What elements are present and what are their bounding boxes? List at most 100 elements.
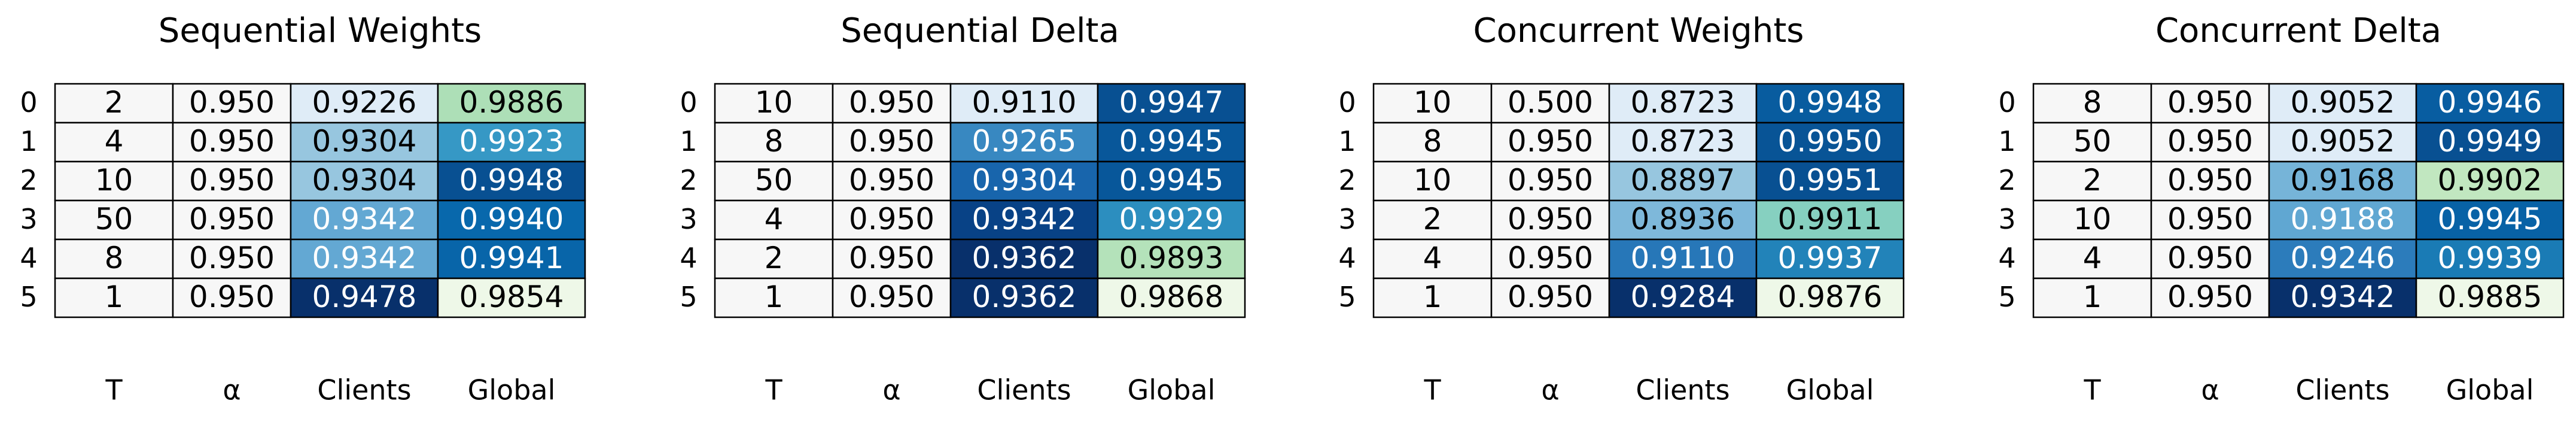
cell-value-clients: 0.9110 [1631, 241, 1735, 275]
row-label: 2 [1998, 164, 2015, 196]
cell-value-clients: 0.8897 [1631, 163, 1735, 198]
cell-value-clients: 0.9304 [312, 163, 417, 198]
cell-value-clients: 0.9188 [2291, 202, 2395, 236]
cell-value-alpha: 0.950 [849, 280, 934, 314]
table-cell-T [1372, 199, 1493, 241]
cell-value-alpha: 0.950 [189, 124, 275, 159]
table-cell-T [1372, 122, 1493, 163]
row-label: 3 [1998, 203, 2015, 235]
table-cell-T [2032, 238, 2152, 280]
cell-value-T: 10 [2073, 202, 2112, 236]
table-cell-global [1755, 277, 1905, 318]
row-label: 4 [1998, 242, 2015, 274]
row-label: 0 [20, 86, 37, 119]
cell-value-T: 2 [765, 241, 784, 275]
table-cell-T [54, 83, 174, 124]
cell-value-clients: 0.8723 [1631, 85, 1735, 120]
table-cell-global [437, 83, 586, 124]
table-panel-1: Sequential Delta 0 10 0.950 0.9110 0.9947 1 8 0.… [680, 11, 1246, 406]
table-cell-clients [2268, 83, 2417, 124]
table-cell-alpha [172, 199, 292, 241]
cell-value-clients: 0.9284 [1631, 280, 1735, 314]
column-label: Clients [317, 374, 411, 406]
row-label: 0 [1338, 86, 1356, 119]
cell-value-T: 2 [105, 85, 124, 120]
cell-value-clients: 0.9342 [972, 202, 1077, 236]
table-cell-global [1755, 122, 1905, 163]
table-cell-global [1755, 199, 1905, 241]
table-cell-clients [290, 277, 439, 318]
table-cell-global [437, 122, 586, 163]
row-label: 5 [1998, 281, 2015, 313]
row-label: 4 [680, 242, 697, 274]
table-cell-global [2415, 199, 2565, 241]
cell-value-alpha: 0.950 [849, 85, 934, 120]
cell-value-T: 1 [2083, 280, 2102, 314]
cell-value-alpha: 0.950 [2167, 85, 2253, 120]
cell-value-clients: 0.8936 [1631, 202, 1735, 236]
cell-value-global: 0.9940 [459, 202, 564, 236]
table-cell-clients [2268, 277, 2417, 318]
table-cell-alpha [172, 238, 292, 280]
table-cell-alpha [1490, 238, 1610, 280]
cell-value-alpha: 0.950 [849, 202, 934, 236]
table-cell-clients [2268, 238, 2417, 280]
table-cell-alpha [172, 83, 292, 124]
cell-value-T: 50 [755, 163, 793, 198]
row-label: 3 [1338, 203, 1356, 235]
cell-value-clients: 0.9304 [972, 163, 1077, 198]
cell-value-clients: 0.9342 [2291, 280, 2395, 314]
cell-value-clients: 0.9362 [972, 280, 1077, 314]
table-cell-T [714, 122, 834, 163]
table-cell-T [714, 277, 834, 318]
row-label: 4 [1338, 242, 1356, 274]
cell-value-global: 0.9911 [1778, 202, 1883, 236]
table-cell-clients [2268, 122, 2417, 163]
table-cell-global [437, 160, 586, 202]
column-label: α [1541, 374, 1559, 406]
cell-value-alpha: 0.950 [1508, 280, 1593, 314]
cell-value-T: 1 [105, 280, 124, 314]
table-cell-alpha [2150, 122, 2270, 163]
cell-value-clients: 0.9478 [312, 280, 417, 314]
cell-value-alpha: 0.950 [2167, 124, 2253, 159]
table-cell-global [1097, 277, 1246, 318]
table-cell-alpha [172, 122, 292, 163]
cell-value-clients: 0.9226 [312, 85, 417, 120]
column-label: Clients [2295, 374, 2389, 406]
row-label: 2 [680, 164, 697, 196]
row-label: 5 [680, 281, 697, 313]
panel-title: Sequential Delta [841, 11, 1119, 50]
table-cell-alpha [172, 160, 292, 202]
table-cell-global [1097, 238, 1246, 280]
cell-value-global: 0.9868 [1119, 280, 1224, 314]
column-label: Global [1128, 374, 1216, 406]
table-cell-T [2032, 122, 2152, 163]
cell-value-clients: 0.9304 [312, 124, 417, 159]
table-cell-clients [949, 238, 1099, 280]
panel-title: Concurrent Weights [1473, 11, 1804, 50]
table-cell-clients [1608, 83, 1758, 124]
cell-value-alpha: 0.950 [189, 163, 275, 198]
table-cell-global [437, 199, 586, 241]
cell-value-clients: 0.9246 [2291, 241, 2395, 275]
column-label: Global [468, 374, 556, 406]
cell-value-T: 1 [1423, 280, 1442, 314]
column-label: Clients [977, 374, 1071, 406]
table-cell-clients [949, 83, 1099, 124]
panel-title: Concurrent Delta [2155, 11, 2441, 50]
cell-value-T: 10 [95, 163, 133, 198]
row-label: 0 [1998, 86, 2015, 119]
table-cell-clients [1608, 122, 1758, 163]
table-cell-global [437, 277, 586, 318]
cell-value-alpha: 0.950 [1508, 241, 1593, 275]
cell-value-clients: 0.8723 [1631, 124, 1735, 159]
table-cell-T [2032, 199, 2152, 241]
cell-value-global: 0.9893 [1119, 241, 1224, 275]
cell-value-clients: 0.9362 [972, 241, 1077, 275]
cell-value-global: 0.9876 [1778, 280, 1883, 314]
cell-value-global: 0.9945 [1119, 163, 1224, 198]
column-label: Global [1786, 374, 1874, 406]
cell-value-T: 4 [105, 124, 124, 159]
